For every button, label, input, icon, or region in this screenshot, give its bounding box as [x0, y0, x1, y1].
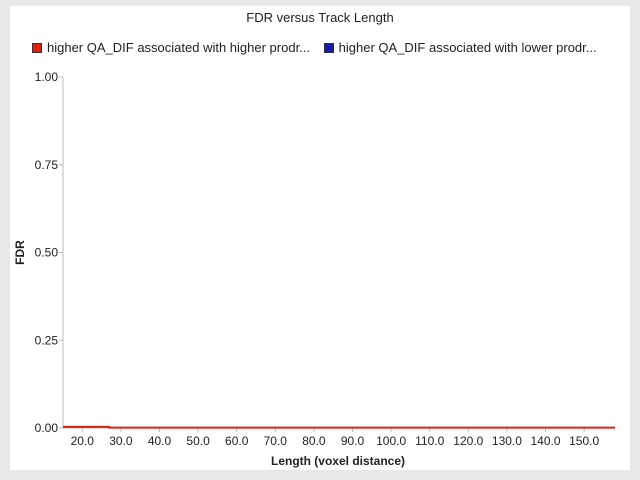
x-tick-label: 60.0: [225, 434, 249, 448]
plot-area: 0.00 0.25 0.50 0.75 1.00 20.0 30.0 40.0 50.0 60.0…: [13, 70, 615, 468]
y-tick-label: 1.00: [35, 70, 59, 84]
x-tick-label: 40.0: [148, 434, 172, 448]
x-tick-label: 130.0: [492, 434, 522, 448]
legend-item-series-2[interactable]: higher QA_DIF associated with lower prod…: [323, 40, 597, 55]
y-axis-label: FDR: [13, 240, 27, 265]
x-tick-label: 110.0: [415, 434, 444, 448]
x-tick-label: 50.0: [186, 434, 210, 448]
legend-swatch-blue: [323, 42, 334, 53]
y-tick-label: 0.50: [35, 246, 59, 260]
x-tick-label: 150.0: [569, 434, 599, 448]
y-tick-label: 0.00: [35, 421, 59, 435]
x-axis-label: Length (voxel distance): [271, 454, 405, 468]
series-line-1: [63, 425, 615, 429]
legend-label-series-2: higher QA_DIF associated with lower prod…: [338, 40, 597, 55]
legend-label-series-1: higher QA_DIF associated with higher pro…: [47, 40, 311, 55]
legend-item-series-1[interactable]: higher QA_DIF associated with higher pro…: [32, 40, 310, 55]
x-tick-label: 30.0: [109, 434, 133, 448]
x-tick-label: 70.0: [264, 434, 288, 448]
x-tick-label: 80.0: [302, 434, 326, 448]
legend-swatch-red: [32, 42, 42, 53]
chart-title: FDR versus Track Length: [246, 10, 394, 25]
x-tick-label: 20.0: [71, 434, 95, 448]
x-tick-label: 140.0: [531, 434, 561, 448]
x-tick-label: 120.0: [453, 434, 483, 448]
y-tick-label: 0.25: [35, 333, 59, 347]
legend: higher QA_DIF associated with higher pro…: [32, 40, 607, 56]
x-tick-label: 100.0: [376, 434, 406, 448]
x-tick-label: 90.0: [341, 434, 365, 448]
y-tick-label: 0.75: [35, 158, 59, 172]
chart-panel: FDR versus Track Length higher QA_DIF as…: [10, 6, 630, 470]
